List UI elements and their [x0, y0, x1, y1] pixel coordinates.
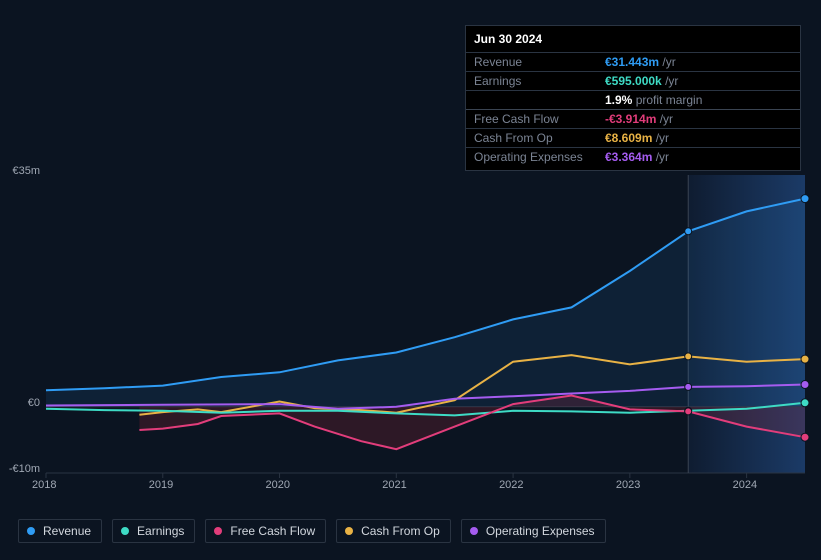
tooltip-row: Cash From Op€8.609m /yr	[466, 129, 800, 148]
legend-dot-icon	[27, 527, 35, 535]
x-axis-tick-label: 2023	[616, 479, 640, 491]
x-axis-tick-label: 2021	[382, 479, 406, 491]
hover-marker-revenue	[685, 228, 692, 235]
tooltip-row-label: Free Cash Flow	[466, 110, 597, 129]
x-axis-tick-label: 2019	[149, 479, 173, 491]
tooltip-row-value: €31.443m /yr	[597, 53, 800, 72]
tooltip-row-value: 1.9% profit margin	[597, 91, 800, 110]
legend-item-revenue[interactable]: Revenue	[18, 519, 102, 543]
tooltip-row: Earnings€595.000k /yr	[466, 72, 800, 91]
tooltip-row: Free Cash Flow-€3.914m /yr	[466, 110, 800, 129]
legend-item-free_cash_flow[interactable]: Free Cash Flow	[205, 519, 326, 543]
legend-item-label: Operating Expenses	[486, 524, 595, 538]
chart-plot-area[interactable]	[46, 175, 805, 473]
series-end-marker-earnings	[801, 399, 809, 407]
y-axis-tick-label: €0	[0, 397, 40, 409]
y-axis-tick-label: €35m	[0, 165, 40, 177]
legend-item-cash_from_op[interactable]: Cash From Op	[336, 519, 451, 543]
x-axis-tick-label: 2018	[32, 479, 56, 491]
tooltip-row-value: €595.000k /yr	[597, 72, 800, 91]
hover-tooltip: Jun 30 2024 Revenue€31.443m /yrEarnings€…	[465, 25, 801, 171]
series-end-marker-cash_from_op	[801, 355, 809, 363]
tooltip-row: Operating Expenses€3.364m /yr	[466, 148, 800, 167]
legend: Revenue Earnings Free Cash Flow Cash From O…	[18, 519, 606, 543]
hover-marker-free_cash_flow	[685, 408, 692, 415]
hover-marker-cash_from_op	[685, 353, 692, 360]
tooltip-row: 1.9% profit margin	[466, 91, 800, 110]
tooltip-row-label: Revenue	[466, 53, 597, 72]
legend-item-label: Earnings	[137, 524, 184, 538]
tooltip-row: Revenue€31.443m /yr	[466, 53, 800, 72]
series-end-marker-operating_expenses	[801, 381, 809, 389]
legend-dot-icon	[214, 527, 222, 535]
tooltip-row-label: Earnings	[466, 72, 597, 91]
legend-item-label: Revenue	[43, 524, 91, 538]
y-axis-tick-label: -€10m	[0, 463, 40, 475]
legend-item-label: Free Cash Flow	[230, 524, 315, 538]
legend-dot-icon	[345, 527, 353, 535]
series-end-marker-free_cash_flow	[801, 433, 809, 441]
x-axis-tick-label: 2024	[733, 479, 757, 491]
legend-dot-icon	[121, 527, 129, 535]
chart-svg	[46, 175, 805, 473]
tooltip-table: Revenue€31.443m /yrEarnings€595.000k /yr…	[466, 53, 800, 166]
x-axis-tick-label: 2020	[266, 479, 290, 491]
tooltip-date: Jun 30 2024	[466, 26, 800, 53]
tooltip-row-label: Cash From Op	[466, 129, 597, 148]
legend-item-operating_expenses[interactable]: Operating Expenses	[461, 519, 606, 543]
tooltip-row-value: -€3.914m /yr	[597, 110, 800, 129]
x-axis-tick-label: 2022	[499, 479, 523, 491]
tooltip-row-value: €3.364m /yr	[597, 148, 800, 167]
tooltip-row-label: Operating Expenses	[466, 148, 597, 167]
legend-item-earnings[interactable]: Earnings	[112, 519, 195, 543]
tooltip-row-value: €8.609m /yr	[597, 129, 800, 148]
hover-marker-operating_expenses	[685, 383, 692, 390]
legend-item-label: Cash From Op	[361, 524, 440, 538]
series-end-marker-revenue	[801, 195, 809, 203]
legend-dot-icon	[470, 527, 478, 535]
tooltip-row-label	[466, 91, 597, 110]
chart-container: Jun 30 2024 Revenue€31.443m /yrEarnings€…	[0, 0, 821, 560]
